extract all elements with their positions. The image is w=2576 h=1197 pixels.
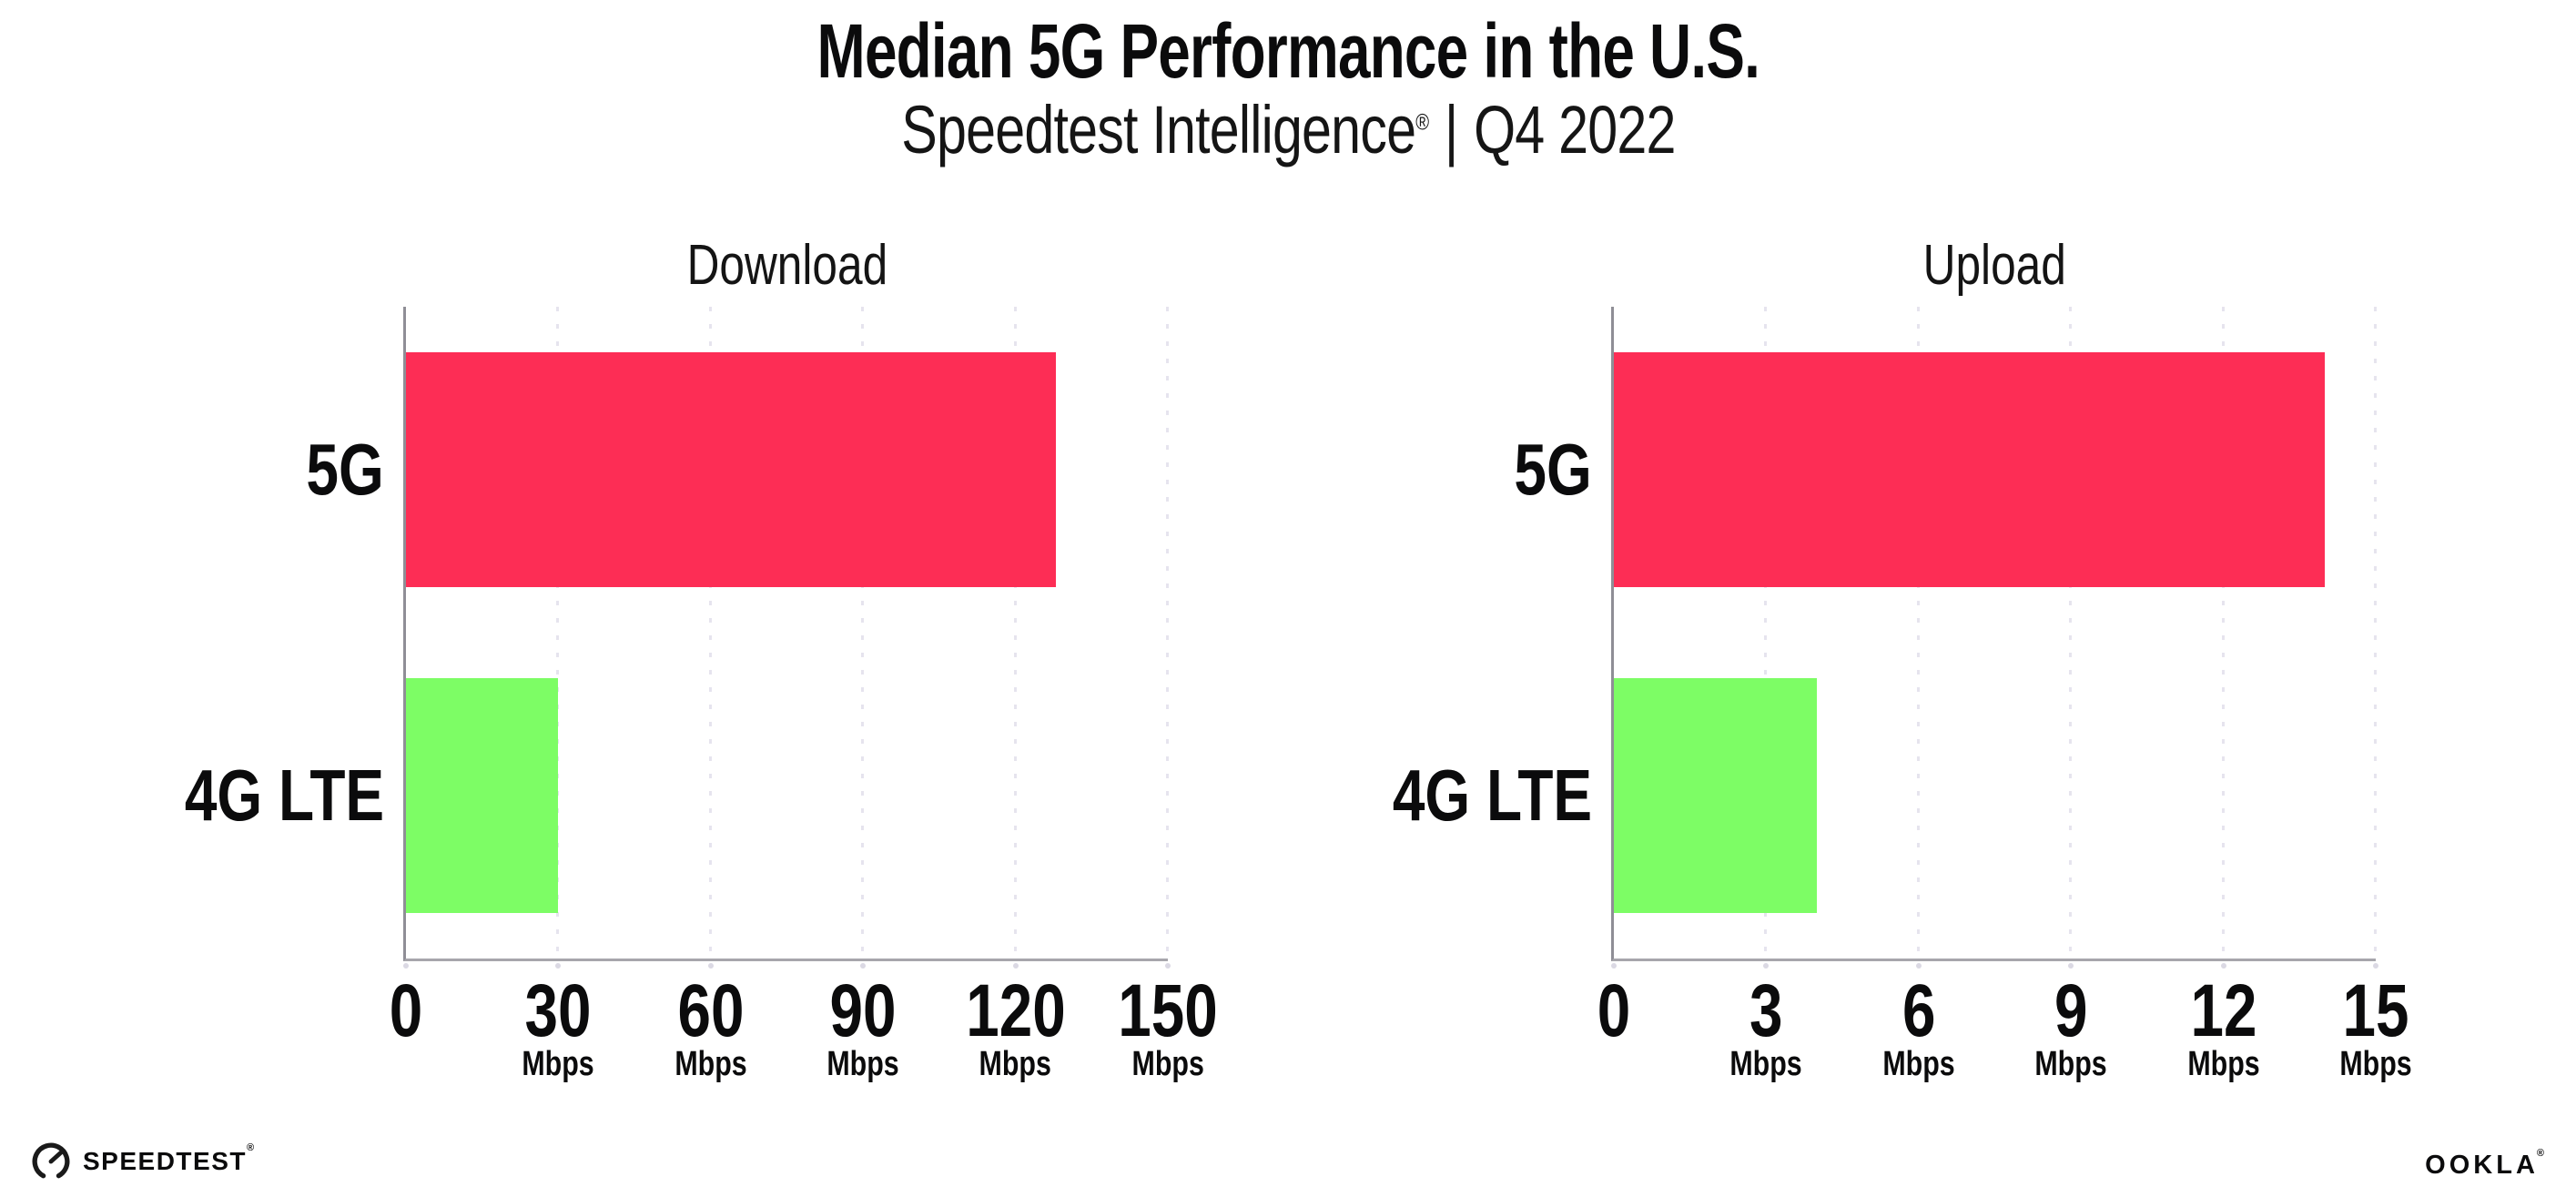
- upload-chart-plot: Upload 0 3 Mbps 6 Mbps 9 Mbps 12 Mbps 15 Mbps 5G 4G …: [1393, 238, 2412, 1082]
- tick-mark-120: [1012, 963, 1019, 969]
- x-tick-label-15: 15 Mbps: [2330, 969, 2420, 1083]
- x-tick-unit-label: Mbps: [1882, 1045, 1955, 1083]
- upload-chart-title: Upload: [1922, 234, 2067, 297]
- x-tick-label-90: 90 Mbps: [818, 969, 908, 1083]
- x-tick-label-150: 150 Mbps: [1106, 969, 1231, 1083]
- tick-mark-12: [2220, 963, 2226, 969]
- subtitle-period: Q4 2022: [1473, 92, 1676, 167]
- tick-mark-6: [1915, 963, 1922, 969]
- category-label-text: 4G LTE: [1392, 755, 1592, 836]
- gridline-6: [1916, 307, 1920, 959]
- tick-mark-90: [860, 963, 867, 969]
- bar-5g: [1614, 352, 2326, 587]
- tick-mark-0: [1611, 963, 1617, 969]
- gridline-15: [2374, 307, 2377, 959]
- gridline-60: [708, 307, 712, 959]
- tick-mark-60: [707, 963, 714, 969]
- category-label-text: 5G: [1514, 429, 1592, 510]
- x-tick-label-60: 60 Mbps: [665, 969, 756, 1083]
- x-tick-label-3: 3 Mbps: [1721, 969, 1811, 1083]
- x-tick-value: 9: [2054, 969, 2088, 1052]
- speedtest-gauge-icon: [32, 1142, 70, 1181]
- x-tick-value: 3: [1749, 969, 1783, 1052]
- ookla-registered-mark: ®: [2536, 1148, 2544, 1160]
- x-tick-unit-label: Mbps: [2339, 1045, 2412, 1083]
- tick-mark-0: [403, 963, 409, 969]
- gridline-90: [861, 307, 865, 959]
- x-tick-value: 6: [1902, 969, 1936, 1052]
- x-tick-value: 90: [829, 969, 897, 1052]
- gridline-12: [2221, 307, 2225, 959]
- x-tick-unit-label: Mbps: [2034, 1045, 2107, 1083]
- download-chart-plot: Download 0 30 Mbps 60 Mbps 90 Mbps 120 Mbps 150 Mb…: [185, 238, 1218, 1082]
- bar-4g-lte: [1614, 678, 1818, 913]
- x-tick-label-0: 0: [385, 969, 427, 1052]
- x-tick-value: 12: [2190, 969, 2257, 1052]
- speedtest-registered-mark: ®: [246, 1142, 256, 1153]
- x-tick-label-30: 30 Mbps: [513, 969, 603, 1083]
- ookla-logo-text: OOKLA: [2425, 1151, 2539, 1180]
- x-tick-unit-label: Mbps: [979, 1045, 1052, 1083]
- tick-mark-30: [555, 963, 562, 969]
- x-tick-label-6: 6 Mbps: [1873, 969, 1963, 1083]
- x-tick-unit-label: Mbps: [1131, 1045, 1204, 1083]
- gridline-3: [1764, 307, 1768, 959]
- category-label-5g: 5G: [287, 433, 384, 506]
- x-tick-unit-label: Mbps: [1729, 1045, 1803, 1083]
- category-label-text: 5G: [306, 429, 384, 510]
- registered-mark: ®: [1415, 109, 1429, 136]
- gridline-150: [1166, 307, 1169, 959]
- speedtest-logo: SPEEDTEST®: [30, 1141, 256, 1182]
- x-tick-unit-label: Mbps: [674, 1045, 747, 1083]
- category-label-4g-lte: 4G LTE: [135, 759, 384, 832]
- tick-mark-9: [2068, 963, 2074, 969]
- subtitle-separator: |: [1444, 92, 1458, 167]
- x-tick-label-0: 0: [1593, 969, 1635, 1052]
- ookla-logo: OOKLA®: [2425, 1149, 2546, 1180]
- bar-4g-lte: [406, 678, 559, 913]
- gridline-30: [556, 307, 560, 959]
- category-label-5g: 5G: [1495, 433, 1592, 506]
- x-tick-value: 30: [524, 969, 592, 1052]
- x-tick-label-9: 9 Mbps: [2026, 969, 2116, 1083]
- tick-mark-3: [1763, 963, 1770, 969]
- bar-5g: [406, 352, 1057, 587]
- x-tick-value: 120: [965, 969, 1066, 1052]
- x-tick-unit-label: Mbps: [2186, 1045, 2260, 1083]
- page-title: Median 5G Performance in the U.S.: [0, 13, 2576, 89]
- x-tick-value: 150: [1118, 969, 1218, 1052]
- x-tick-value: 0: [1597, 969, 1631, 1052]
- category-label-text: 4G LTE: [184, 755, 384, 836]
- tick-mark-150: [1165, 963, 1171, 969]
- x-tick-unit-label: Mbps: [827, 1045, 899, 1083]
- page-title-text: Median 5G Performance in the U.S.: [816, 8, 1760, 94]
- x-tick-value: 0: [389, 969, 423, 1052]
- gridline-120: [1013, 307, 1017, 959]
- x-tick-label-120: 120 Mbps: [953, 969, 1078, 1083]
- tick-mark-15: [2373, 963, 2378, 969]
- speedtest-logo-text: SPEEDTEST®: [83, 1142, 256, 1175]
- x-tick-value: 15: [2342, 969, 2409, 1052]
- x-tick-label-12: 12 Mbps: [2178, 969, 2268, 1083]
- download-chart-title: Download: [686, 234, 887, 297]
- gridline-9: [2069, 307, 2073, 959]
- x-tick-unit-label: Mbps: [522, 1045, 595, 1083]
- x-tick-value: 60: [677, 969, 745, 1052]
- category-label-4g-lte: 4G LTE: [1343, 759, 1592, 832]
- subtitle-brand: Speedtest Intelligence: [900, 92, 1416, 167]
- page-subtitle: Speedtest Intelligence® | Q4 2022: [0, 96, 2576, 164]
